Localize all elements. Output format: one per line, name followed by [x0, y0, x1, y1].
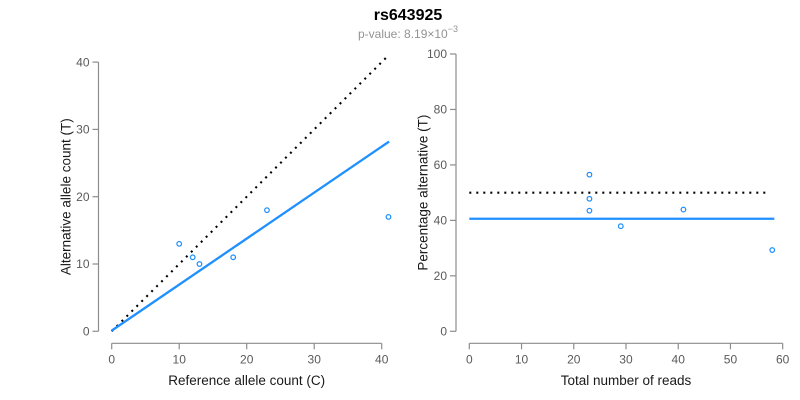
y-tick-label: 80 [434, 103, 448, 117]
data-point [586, 207, 593, 214]
x-tick-label: 20 [567, 352, 581, 366]
x-axis-title: Reference allele count (C) [168, 373, 325, 388]
x-tick-label: 10 [173, 352, 187, 366]
y-tick-label: 100 [427, 47, 447, 61]
x-tick-label: 0 [108, 352, 115, 366]
data-point [680, 206, 687, 213]
figure-title: rs643925 [373, 7, 443, 24]
plot-allele-counts: 0 10 20 30 40 0 10 20 30 40 Reference allele count… [59, 55, 392, 388]
x-tick-label: 30 [308, 352, 322, 366]
x-tick-label: 40 [672, 352, 686, 366]
data-point [189, 254, 196, 261]
data-point [230, 254, 237, 261]
y-tick-label: 20 [434, 269, 448, 283]
y-axis-title: Percentage alternative (T) [416, 115, 431, 271]
pvalue-label: p-value: [357, 27, 405, 41]
x-tick-label: 0 [466, 352, 473, 366]
y-tick-label: 40 [76, 55, 90, 69]
data-point [176, 240, 183, 247]
plot-percentage-vs-reads: 0 20 40 60 80 100 0 10 20 30 40 50 60 Total number of… [416, 47, 790, 388]
y-tick-label: 10 [76, 257, 90, 271]
x-axis-title: Total number of reads [561, 373, 692, 388]
y-tick-label: 0 [83, 325, 90, 339]
pvalue-mantissa: 8.19×10 [404, 27, 448, 41]
y-tick-label: 30 [76, 123, 90, 137]
y-tick-label: 0 [440, 325, 447, 339]
y-tick-label: 40 [434, 214, 448, 228]
x-tick-label: 40 [375, 352, 389, 366]
x-tick-label: 50 [724, 352, 738, 366]
data-point [586, 195, 593, 202]
data-point [769, 247, 776, 253]
data-point [617, 223, 624, 230]
y-tick-label: 20 [76, 190, 90, 204]
identity-line [110, 55, 388, 333]
x-tick-label: 30 [619, 352, 633, 366]
x-tick-label: 20 [240, 352, 254, 366]
fit-line [111, 140, 390, 332]
y-axis-title: Alternative allele count (T) [59, 118, 74, 275]
pvalue-exponent: −3 [447, 24, 459, 34]
x-tick-label: 10 [515, 352, 529, 366]
data-point [385, 213, 392, 220]
data-point [196, 261, 203, 267]
data-point [586, 171, 593, 178]
figure-subtitle: p-value: 8.19×10−3 [357, 24, 459, 41]
x-tick-label: 60 [776, 352, 790, 366]
data-point [264, 207, 270, 214]
y-tick-label: 60 [434, 158, 448, 172]
